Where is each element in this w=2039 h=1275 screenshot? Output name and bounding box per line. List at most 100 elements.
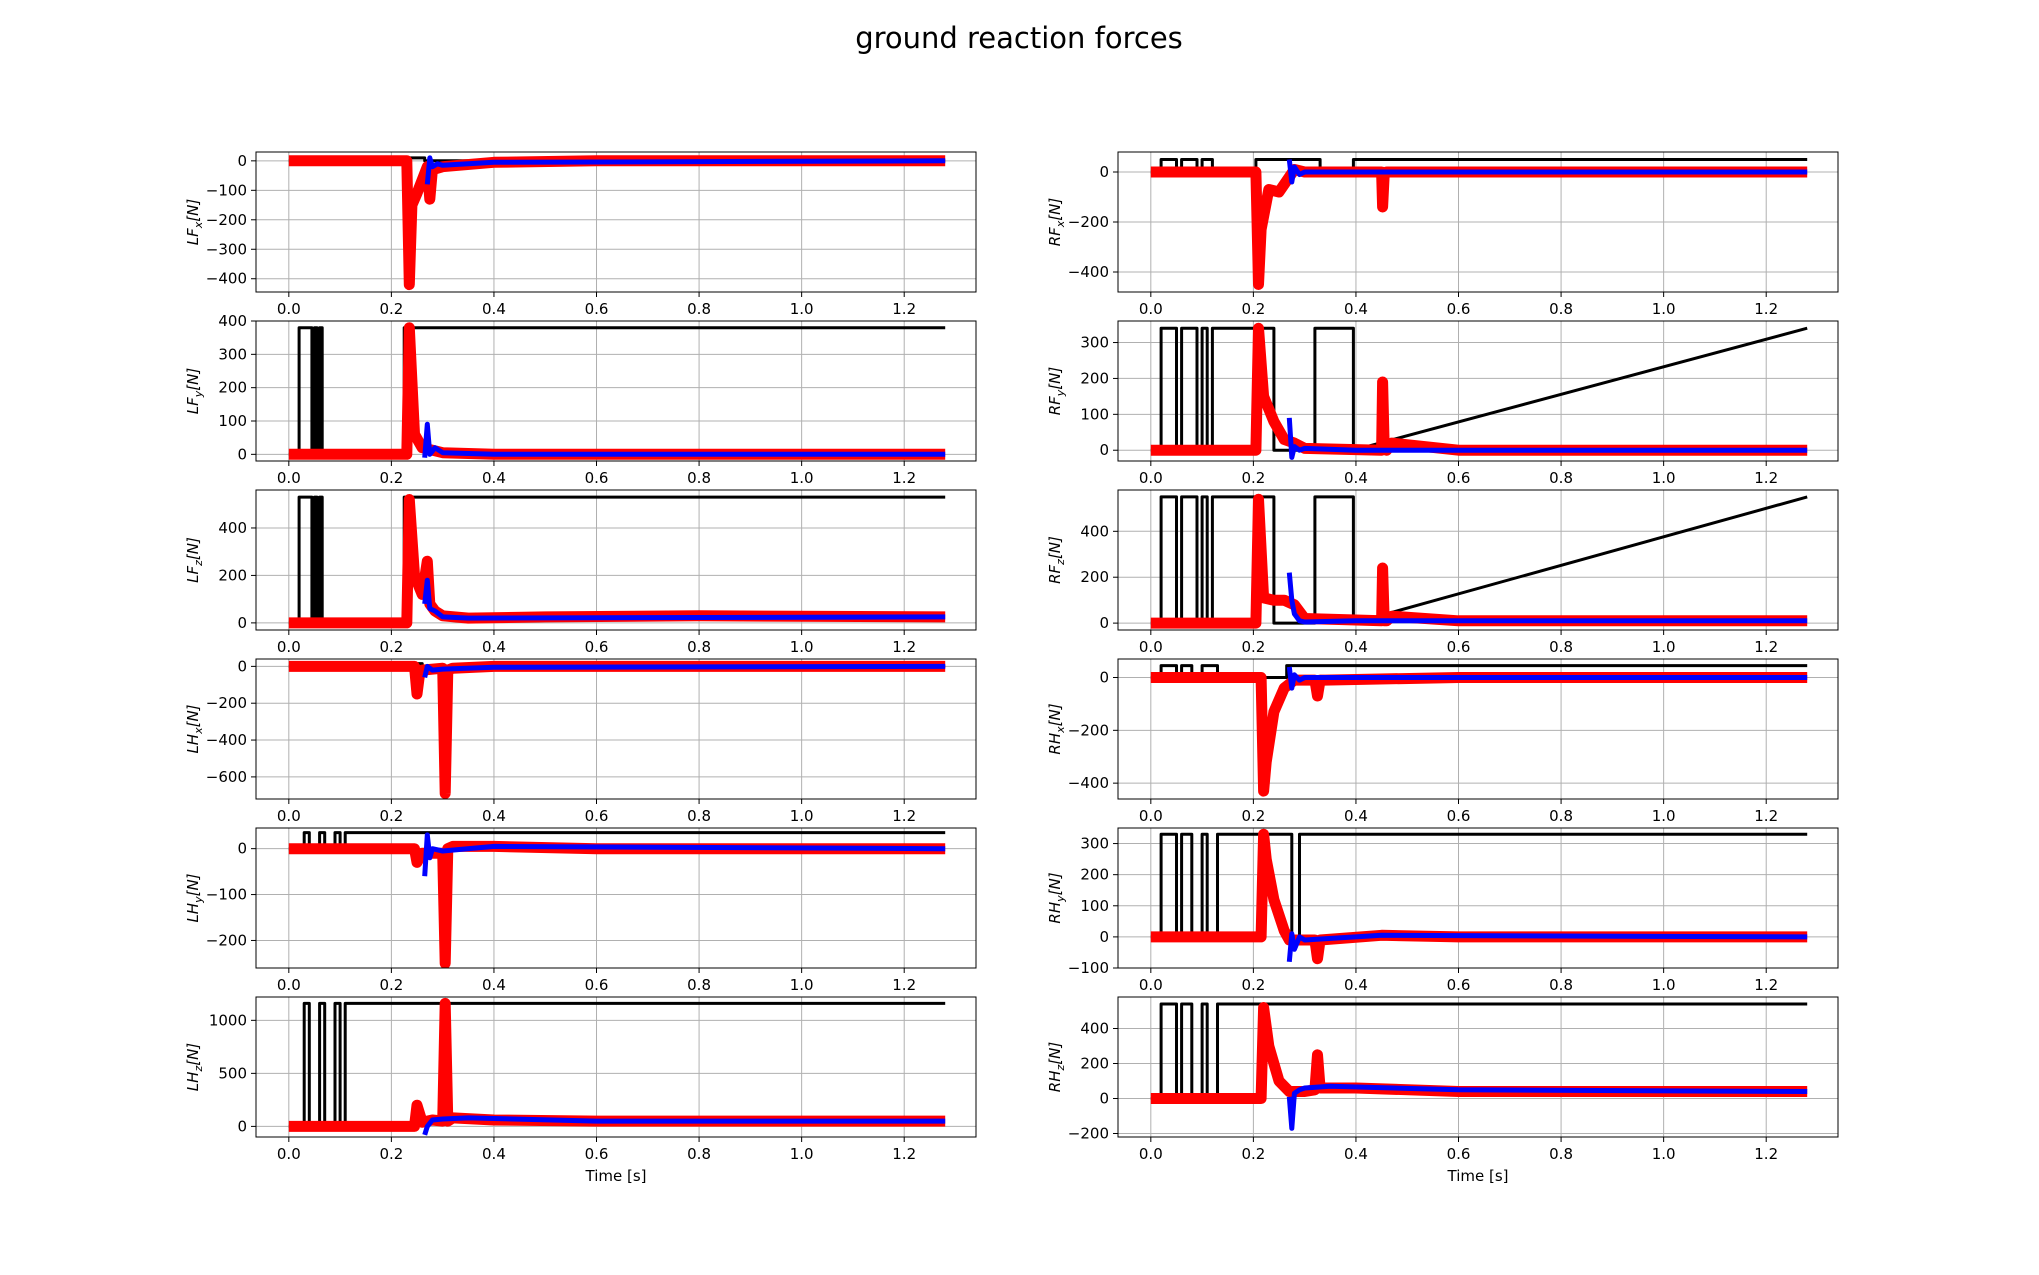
y-tick-label: −100 bbox=[206, 886, 247, 904]
subplot: 0.0 0.2 0.4 0.6 0.8 1.0 1.2 0 100 200 300 RFy[N] bbox=[1046, 320, 1839, 487]
series-line-0 bbox=[1150, 832, 1808, 939]
plot-frame bbox=[255, 151, 977, 293]
x-tick-label: 0.2 bbox=[379, 976, 403, 994]
x-tick-label: 0.6 bbox=[1447, 469, 1471, 487]
x-tick-label: 0.8 bbox=[1549, 638, 1573, 656]
x-tick-label: 0.4 bbox=[1344, 469, 1368, 487]
x-tick-label: 0.2 bbox=[1241, 300, 1265, 318]
x-tick-label: 0.8 bbox=[1549, 976, 1573, 994]
x-tick-label: 0.8 bbox=[1549, 300, 1573, 318]
plot-area bbox=[256, 152, 976, 292]
series-line-0 bbox=[1150, 326, 1808, 452]
x-tick-label: 0.4 bbox=[482, 1145, 506, 1163]
x-tick-label: 0.4 bbox=[482, 638, 506, 656]
y-tick-label: 200 bbox=[1080, 369, 1109, 387]
x-tick-label: 0.2 bbox=[1241, 807, 1265, 825]
y-tick-label: 500 bbox=[218, 1064, 247, 1082]
x-tick-label: 0.6 bbox=[1447, 638, 1471, 656]
y-axis-label: LFy[N] bbox=[184, 368, 205, 415]
x-tick-label: 1.2 bbox=[892, 1145, 916, 1163]
plot-frame bbox=[255, 320, 977, 462]
x-tick-label: 0.6 bbox=[1447, 976, 1471, 994]
y-tick-label: 0 bbox=[1099, 668, 1109, 686]
y-tick-label: 0 bbox=[1099, 441, 1109, 459]
x-tick-label: 0.8 bbox=[1549, 1145, 1573, 1163]
x-axis-label-left: Time [s] bbox=[585, 1167, 647, 1185]
x-tick-label: 0.0 bbox=[277, 1145, 301, 1163]
x-tick-label: 0.6 bbox=[585, 300, 609, 318]
y-axis-label: RHx[N] bbox=[1046, 703, 1067, 754]
y-axis-label: LFz[N] bbox=[184, 537, 205, 583]
y-tick-label: −400 bbox=[1068, 263, 1109, 281]
x-tick-label: 1.0 bbox=[790, 807, 814, 825]
series-line-2 bbox=[1286, 572, 1808, 625]
x-tick-label: 0.2 bbox=[379, 1145, 403, 1163]
series-line-2 bbox=[422, 421, 946, 458]
y-tick-label: 200 bbox=[218, 379, 247, 397]
y-axis-label: LFx[N] bbox=[184, 199, 205, 246]
plot-frame bbox=[1117, 827, 1839, 969]
plot-frame bbox=[255, 827, 977, 969]
y-tick-label: 100 bbox=[1080, 897, 1109, 915]
x-tick-label: 1.0 bbox=[790, 469, 814, 487]
y-axis-label: RHy[N] bbox=[1046, 872, 1067, 923]
plot-frame bbox=[1117, 489, 1839, 631]
y-axis-label: RHz[N] bbox=[1046, 1042, 1067, 1093]
x-tick-label: 0.4 bbox=[1344, 300, 1368, 318]
y-tick-label: 400 bbox=[1080, 1020, 1109, 1038]
x-tick-label: 1.2 bbox=[1754, 638, 1778, 656]
plot-area bbox=[1118, 828, 1838, 968]
x-tick-label: 1.2 bbox=[892, 807, 916, 825]
y-tick-label: 200 bbox=[1080, 866, 1109, 884]
figure-title: ground reaction forces bbox=[855, 21, 1183, 55]
subplot: 0.0 0.2 0.4 0.6 0.8 1.0 1.2 0 −200 −400 RHx[N] bbox=[1046, 658, 1839, 825]
x-tick-label: 0.6 bbox=[1447, 1145, 1471, 1163]
plot-frame bbox=[255, 489, 977, 631]
x-tick-label: 1.2 bbox=[892, 300, 916, 318]
y-tick-label: 0 bbox=[1099, 928, 1109, 946]
y-tick-label: 200 bbox=[1080, 568, 1109, 586]
x-tick-label: 0.8 bbox=[687, 300, 711, 318]
plot-area bbox=[256, 321, 976, 461]
y-tick-label: −200 bbox=[1068, 721, 1109, 739]
y-tick-label: −400 bbox=[1068, 774, 1109, 792]
x-tick-label: 0.4 bbox=[1344, 1145, 1368, 1163]
x-tick-label: 0.4 bbox=[1344, 976, 1368, 994]
x-tick-label: 0.4 bbox=[1344, 807, 1368, 825]
x-tick-label: 0.0 bbox=[1139, 300, 1163, 318]
x-tick-label: 0.2 bbox=[379, 469, 403, 487]
plot-frame bbox=[255, 996, 977, 1138]
subplot-grid: 0.0 0.2 0.4 0.6 0.8 1.0 1.2 0 −100 −200 −300 −400 LF… bbox=[184, 151, 1839, 1163]
plot-area bbox=[256, 659, 976, 799]
y-tick-label: −100 bbox=[206, 181, 247, 199]
plot-area bbox=[256, 490, 976, 630]
x-tick-label: 0.8 bbox=[1549, 469, 1573, 487]
x-tick-label: 1.0 bbox=[1652, 976, 1676, 994]
y-tick-label: −400 bbox=[206, 270, 247, 288]
y-tick-label: 400 bbox=[1080, 522, 1109, 540]
series-line-2 bbox=[422, 663, 946, 678]
x-tick-label: 1.0 bbox=[790, 1145, 814, 1163]
series-line-2 bbox=[422, 1115, 946, 1136]
x-tick-label: 0.2 bbox=[379, 807, 403, 825]
subplot: 0.0 0.2 0.4 0.6 0.8 1.0 1.2 0 200 400 LFz[N] bbox=[184, 489, 977, 656]
x-tick-label: 1.2 bbox=[1754, 469, 1778, 487]
x-tick-label: 0.0 bbox=[1139, 469, 1163, 487]
x-tick-label: 0.8 bbox=[687, 638, 711, 656]
x-tick-label: 0.0 bbox=[1139, 807, 1163, 825]
x-tick-label: 1.0 bbox=[1652, 1145, 1676, 1163]
y-tick-label: 300 bbox=[1080, 334, 1109, 352]
x-tick-label: 0.8 bbox=[687, 1145, 711, 1163]
plot-frame bbox=[1117, 151, 1839, 293]
x-tick-label: 0.4 bbox=[482, 976, 506, 994]
subplot: 0.0 0.2 0.4 0.6 0.8 1.0 1.2 300 200 100 0 −100 RHy[N… bbox=[1046, 827, 1839, 994]
x-tick-label: 1.2 bbox=[1754, 1145, 1778, 1163]
y-tick-label: 0 bbox=[1099, 1090, 1109, 1108]
x-tick-label: 1.2 bbox=[892, 469, 916, 487]
x-tick-label: 0.6 bbox=[585, 807, 609, 825]
x-tick-label: 1.2 bbox=[1754, 300, 1778, 318]
